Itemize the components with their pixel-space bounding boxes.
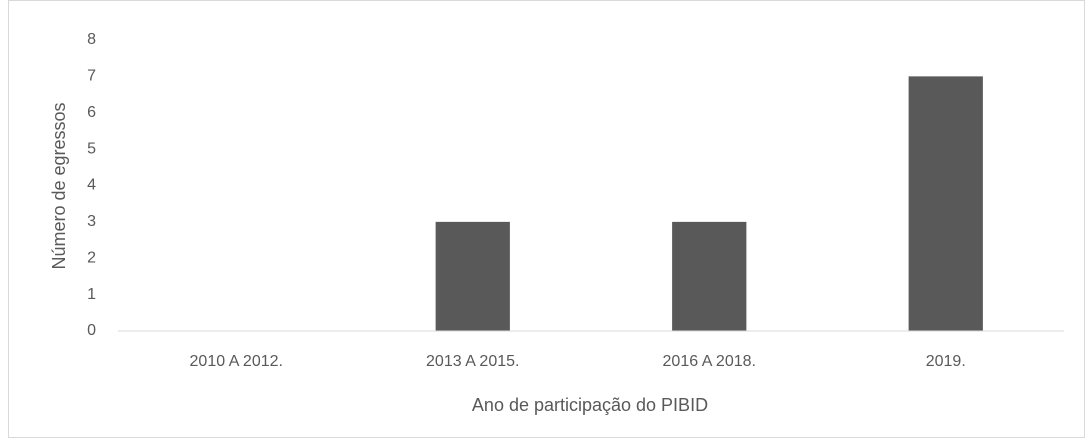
y-tick-label: 5 [87, 140, 96, 157]
x-tick-label: 2019. [926, 353, 966, 370]
y-tick-label: 8 [87, 31, 96, 48]
y-axis-title: Número de egressos [49, 102, 69, 269]
bar [672, 221, 747, 331]
y-tick-label: 3 [87, 213, 96, 230]
y-tick-label: 0 [87, 322, 96, 339]
chart-frame [8, 0, 1085, 438]
x-axis-title: Ano de participação do PIBID [472, 395, 708, 415]
x-tick-label: 2013 A 2015. [426, 353, 519, 370]
y-tick-label: 4 [87, 177, 96, 194]
y-tick-label: 6 [87, 104, 96, 121]
y-tick-label: 7 [87, 68, 96, 85]
bar [908, 76, 983, 331]
y-tick-label: 1 [87, 286, 96, 303]
x-tick-label: 2016 A 2018. [663, 353, 756, 370]
bar [435, 221, 510, 331]
x-tick-label: 2010 A 2012. [190, 353, 283, 370]
y-tick-label: 2 [87, 249, 96, 266]
